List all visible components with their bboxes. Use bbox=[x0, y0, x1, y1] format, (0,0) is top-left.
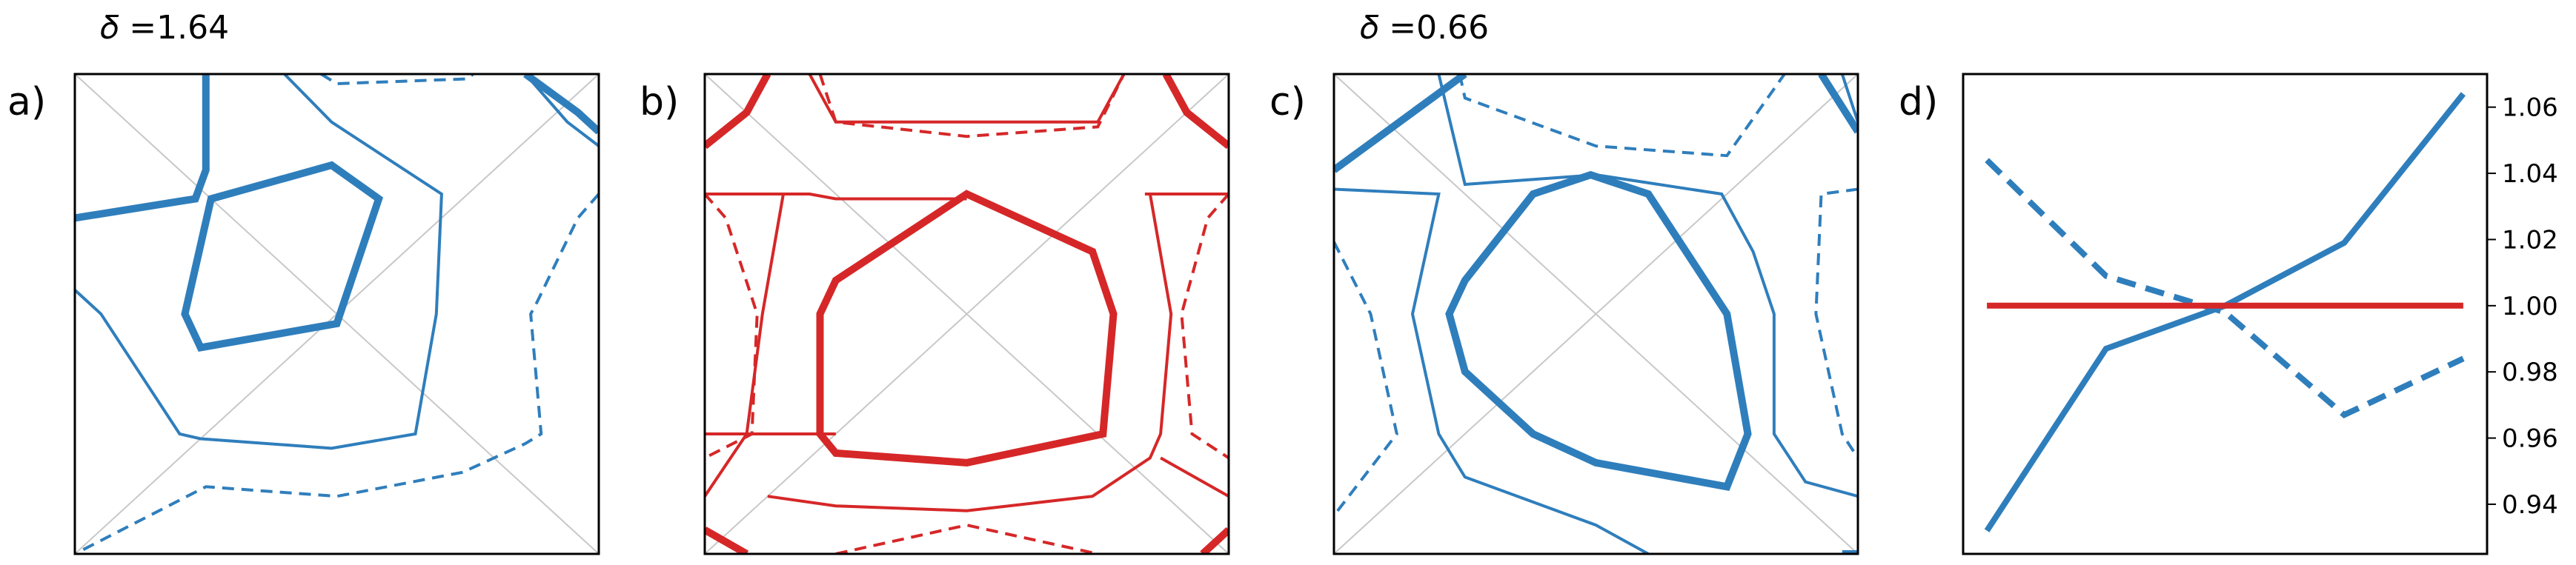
y-tick-label: 0.96 bbox=[2502, 424, 2558, 454]
contour-line-thick bbox=[1162, 74, 1229, 150]
contour-line-thin bbox=[1437, 74, 1858, 498]
contour-line-thick bbox=[1200, 526, 1229, 554]
plot-frame bbox=[73, 73, 600, 555]
contour-line-dashed bbox=[705, 193, 759, 460]
y-tick-label: 1.04 bbox=[2502, 159, 2558, 189]
contour-line-dashed bbox=[818, 74, 1126, 138]
contour-line-thin bbox=[808, 74, 1126, 124]
contour-line-thick bbox=[523, 74, 599, 135]
y-tick-label: 0.94 bbox=[2502, 490, 2558, 520]
contour-area bbox=[705, 74, 1229, 554]
contour-line-thick bbox=[75, 74, 210, 222]
contour-line-dashed bbox=[1180, 193, 1229, 460]
anti-diagonal-line bbox=[1334, 74, 1858, 554]
contour-line-thin bbox=[524, 74, 599, 147]
plot-frame bbox=[1332, 73, 1859, 555]
contour-line-thin bbox=[1334, 187, 1650, 554]
contour-line-thick bbox=[1818, 74, 1858, 134]
contour-panel-c bbox=[1332, 73, 1859, 555]
contour-line-dashed bbox=[835, 524, 1098, 554]
anti-diagonal-line bbox=[705, 74, 1229, 554]
contour-line-thick bbox=[1445, 170, 1752, 491]
contour-line-thin bbox=[705, 193, 967, 201]
series-line-1 bbox=[1985, 158, 2465, 419]
contour-line-dashed bbox=[1458, 74, 1786, 158]
line-panel-d: 0.94 0.96 0.98 1.00 1.02 1.04 1.06 bbox=[1962, 73, 2558, 555]
y-tick-label: 0.98 bbox=[2502, 358, 2558, 387]
contour-panel-b bbox=[703, 73, 1230, 555]
plot-frame bbox=[703, 73, 1230, 555]
y-tick-label: 1.02 bbox=[2502, 225, 2558, 255]
contour-line-thick bbox=[816, 190, 1118, 467]
contour-line-thick bbox=[705, 526, 749, 554]
panel-label-b: b) bbox=[640, 80, 679, 124]
contour-line-thick bbox=[181, 161, 384, 352]
series-line-0 bbox=[1984, 92, 2466, 532]
contour-line-thick bbox=[1334, 74, 1467, 173]
contour-line-thin bbox=[1840, 74, 1858, 123]
panel-label-d: d) bbox=[1899, 80, 1938, 124]
contour-area bbox=[75, 74, 599, 554]
contour-line-dashed bbox=[320, 74, 474, 86]
contour-line-dashed bbox=[1334, 241, 1398, 517]
contour-line-thick bbox=[705, 74, 771, 150]
contour-panel-a bbox=[73, 73, 600, 555]
panel-label-a: a) bbox=[7, 80, 46, 124]
contour-line-thin bbox=[1160, 456, 1229, 498]
contour-line-thin bbox=[767, 193, 1173, 512]
header-a: 𝛿 =1.64 bbox=[101, 9, 229, 47]
panel-label-c: c) bbox=[1269, 80, 1306, 124]
y-tick-label: 1.00 bbox=[2502, 292, 2558, 321]
plot-frame bbox=[1962, 73, 2489, 555]
contour-line-thin bbox=[75, 74, 443, 450]
contour-line-dashed bbox=[75, 193, 599, 554]
contour-area bbox=[1334, 74, 1858, 554]
header-c: 𝛿 =0.66 bbox=[1361, 9, 1489, 47]
contour-line-dashed bbox=[1814, 187, 1858, 459]
y-tick-label: 1.06 bbox=[2502, 93, 2558, 123]
